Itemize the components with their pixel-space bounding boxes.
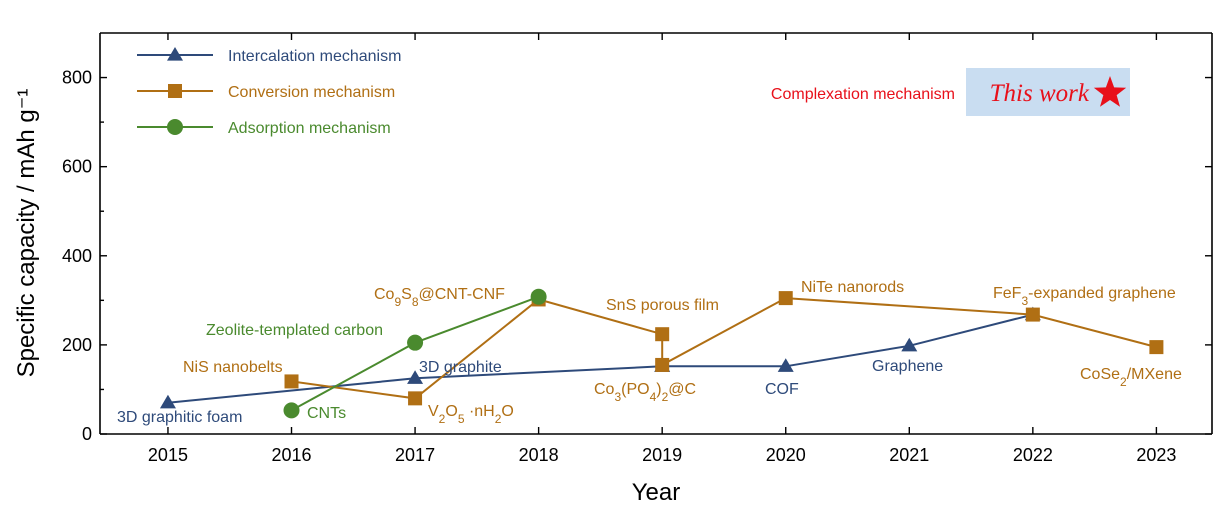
conversion-point	[1149, 340, 1164, 355]
ticks: 0 200 400 600 800 2015 2016 2017 2018 2019 2020 202…	[62, 33, 1212, 465]
intercalation-point	[901, 337, 918, 352]
annot-cof: COF	[765, 381, 799, 398]
conversion-point	[778, 291, 793, 306]
annot-graphene: Graphene	[872, 358, 943, 375]
x-tick-label: 2019	[642, 445, 682, 465]
intercalation-point	[159, 394, 176, 409]
axes	[99, 32, 1213, 435]
annot-co9s8-cnt-cnf: Co9S8@CNT-CNF	[374, 286, 505, 309]
y-tick-label: 800	[62, 68, 92, 88]
y-tick-label: 400	[62, 246, 92, 266]
this-work-label: This work	[990, 80, 1090, 107]
legend-label-intercalation: Intercalation mechanism	[228, 48, 401, 65]
conversion-point	[655, 357, 670, 372]
annot-cose2-mxene: CoSe2/MXene	[1080, 366, 1182, 389]
adsorption-point	[530, 288, 547, 305]
y-tick-label: 200	[62, 335, 92, 355]
legend-label-adsorption: Adsorption mechanism	[228, 120, 391, 137]
annot-cnts: CNTs	[307, 405, 346, 422]
annot-nite-nanorods: NiTe nanorods	[801, 279, 904, 296]
complexation-mechanism-label: Complexation mechanism	[771, 86, 955, 103]
annot-fef3-expanded-graphene: FeF3-expanded graphene	[993, 285, 1176, 308]
series-conversion	[284, 291, 1164, 406]
adsorption-point	[407, 334, 424, 351]
x-tick-label: 2022	[1013, 445, 1053, 465]
series-layer	[159, 288, 1164, 419]
y-tick-label: 0	[82, 424, 92, 444]
intercalation-point	[777, 358, 794, 372]
annot-sns-porous-film: SnS porous film	[606, 297, 719, 314]
x-tick-label: 2021	[889, 445, 929, 465]
legend-marker-adsorption	[167, 119, 183, 135]
legend-label-conversion: Conversion mechanism	[228, 84, 395, 101]
x-tick-label: 2023	[1136, 445, 1176, 465]
y-axis-title: Specific capacity / mAh g⁻¹	[13, 89, 40, 378]
y-tick-label: 600	[62, 157, 92, 177]
conversion-point	[284, 374, 299, 389]
conversion-point	[408, 391, 423, 406]
annot-3d-graphitic-foam: 3D graphitic foam	[117, 409, 242, 426]
x-tick-label: 2018	[519, 445, 559, 465]
intercalation-point	[407, 370, 424, 384]
annot-zeolite-templated-carbon: Zeolite-templated carbon	[206, 322, 383, 339]
x-tick-label: 2016	[271, 445, 311, 465]
annot-3d-graphite: 3D graphite	[419, 359, 502, 376]
x-tick-label: 2020	[766, 445, 806, 465]
conversion-point	[1025, 307, 1040, 322]
x-axis-title: Year	[632, 479, 681, 506]
legend-marker-intercalation	[167, 47, 183, 61]
x-tick-label: 2017	[395, 445, 435, 465]
annot-nis-nanobelts: NiS nanobelts	[183, 359, 283, 376]
this-work-star-icon	[1093, 76, 1127, 107]
conversion-point	[655, 327, 670, 342]
x-tick-label: 2015	[148, 445, 188, 465]
legend: Intercalation mechanism Conversion mechan…	[137, 47, 401, 137]
annot-co3po4-c: Co3(PO4)2@C	[594, 381, 696, 404]
annot-v2o5-nh2o: V2O5 ·nH2O	[428, 403, 514, 426]
annotations: 3D graphitic foam 3D graphite COF Graphe…	[117, 279, 1182, 426]
conversion-line	[291, 297, 1157, 400]
legend-marker-conversion	[168, 84, 182, 98]
series-adsorption	[283, 288, 547, 419]
adsorption-point	[283, 402, 300, 419]
intercalation-line	[167, 313, 1034, 404]
